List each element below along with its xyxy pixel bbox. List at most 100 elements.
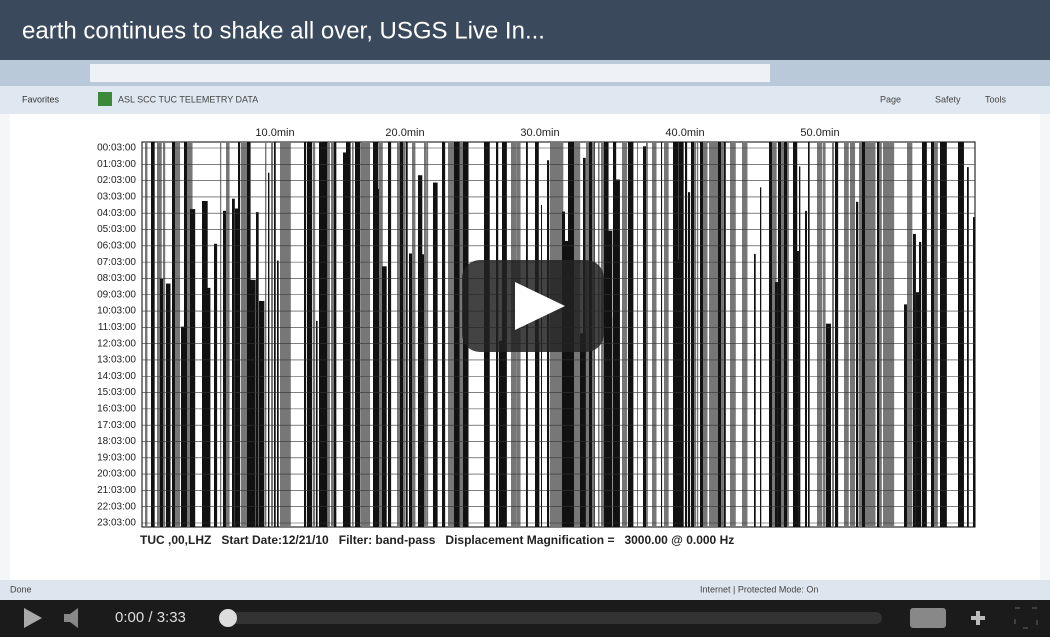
menu-tools[interactable]: Tools xyxy=(985,94,1007,104)
trace xyxy=(307,142,310,527)
trace xyxy=(172,142,175,527)
trace xyxy=(805,211,807,527)
trace xyxy=(697,142,698,527)
trace xyxy=(652,142,656,527)
trace xyxy=(922,142,927,527)
menu-page[interactable]: Page xyxy=(880,94,901,104)
trace xyxy=(220,142,221,527)
trace xyxy=(646,142,648,527)
menu-safety[interactable]: Safety xyxy=(935,94,961,104)
trace xyxy=(724,142,726,527)
trace xyxy=(427,142,428,527)
trace xyxy=(616,180,620,527)
trace xyxy=(499,341,502,527)
trace xyxy=(622,142,627,527)
plot-caption: TUC ,00,LHZ Start Date:12/21/10 Filter: … xyxy=(140,533,734,547)
y-label: 21:03:00 xyxy=(97,485,136,496)
favorites[interactable]: Favorites xyxy=(22,94,60,104)
trace xyxy=(277,261,279,527)
trace xyxy=(367,142,370,527)
trace xyxy=(769,142,772,527)
y-label: 04:03:00 xyxy=(97,208,136,219)
trace xyxy=(442,142,445,527)
y-label: 00:03:00 xyxy=(97,143,136,154)
trace xyxy=(256,212,259,527)
trace xyxy=(817,142,822,527)
trace xyxy=(913,234,916,527)
trace xyxy=(967,167,969,527)
trace xyxy=(877,142,880,527)
trace xyxy=(886,142,889,527)
status-bar xyxy=(0,580,1050,600)
trace xyxy=(919,242,921,527)
size-button[interactable] xyxy=(910,608,946,628)
trace xyxy=(880,142,882,527)
trace xyxy=(175,142,180,527)
y-label: 07:03:00 xyxy=(97,257,136,268)
y-label: 15:03:00 xyxy=(97,387,136,398)
trace xyxy=(823,142,826,527)
trace xyxy=(961,142,964,527)
trace xyxy=(910,142,912,527)
y-label: 12:03:00 xyxy=(97,338,136,349)
video-player: earth continues to shake all over, USGS … xyxy=(0,0,1050,637)
trace xyxy=(760,187,761,527)
trace xyxy=(709,142,713,527)
y-label: 18:03:00 xyxy=(97,436,136,447)
status: Done xyxy=(10,584,32,594)
trace xyxy=(832,142,834,527)
x-label: 50.0min xyxy=(800,127,839,139)
trace xyxy=(745,142,747,527)
trace xyxy=(943,142,947,527)
trace xyxy=(562,212,565,527)
trace xyxy=(424,142,427,527)
y-label: 08:03:00 xyxy=(97,273,136,284)
trace xyxy=(808,142,810,527)
trace xyxy=(286,142,291,527)
x-label: 40.0min xyxy=(665,127,704,139)
trace xyxy=(685,142,687,527)
time-display: 0:00 / 3:33 xyxy=(115,609,186,626)
trace xyxy=(799,166,800,527)
y-label: 19:03:00 xyxy=(97,452,136,463)
progress-bar[interactable] xyxy=(222,612,882,624)
trace xyxy=(271,142,273,527)
trace xyxy=(265,142,266,527)
trace xyxy=(700,142,703,527)
trace xyxy=(730,142,736,527)
trace xyxy=(406,142,408,527)
trace xyxy=(667,142,669,527)
trace xyxy=(322,142,328,527)
trace xyxy=(226,142,230,527)
trace xyxy=(661,142,662,527)
trace xyxy=(433,183,438,527)
x-label: 10.0min xyxy=(255,127,294,139)
tab-title[interactable]: ASL SCC TUC TELEMETRY DATA xyxy=(118,94,258,104)
y-label: 01:03:00 xyxy=(97,159,136,170)
trace xyxy=(844,142,849,527)
trace xyxy=(613,142,616,527)
trace xyxy=(328,142,330,527)
trace xyxy=(628,142,633,527)
trace xyxy=(541,205,542,527)
trace xyxy=(304,142,306,527)
trace xyxy=(637,142,638,527)
y-label: 14:03:00 xyxy=(97,371,136,382)
y-label: 23:03:00 xyxy=(97,518,136,529)
trace xyxy=(412,142,415,527)
trace xyxy=(796,251,799,527)
trace xyxy=(454,142,460,527)
trace xyxy=(538,341,539,527)
trace xyxy=(214,244,217,527)
trace xyxy=(688,192,690,527)
trace xyxy=(403,142,405,527)
trace xyxy=(355,142,360,527)
trace xyxy=(712,142,715,527)
trace xyxy=(706,142,708,527)
trace xyxy=(889,142,894,527)
y-label: 11:03:00 xyxy=(98,322,137,333)
trace xyxy=(388,142,391,527)
scrubber[interactable] xyxy=(219,609,237,627)
trace xyxy=(973,217,974,527)
y-label: 02:03:00 xyxy=(97,175,136,186)
